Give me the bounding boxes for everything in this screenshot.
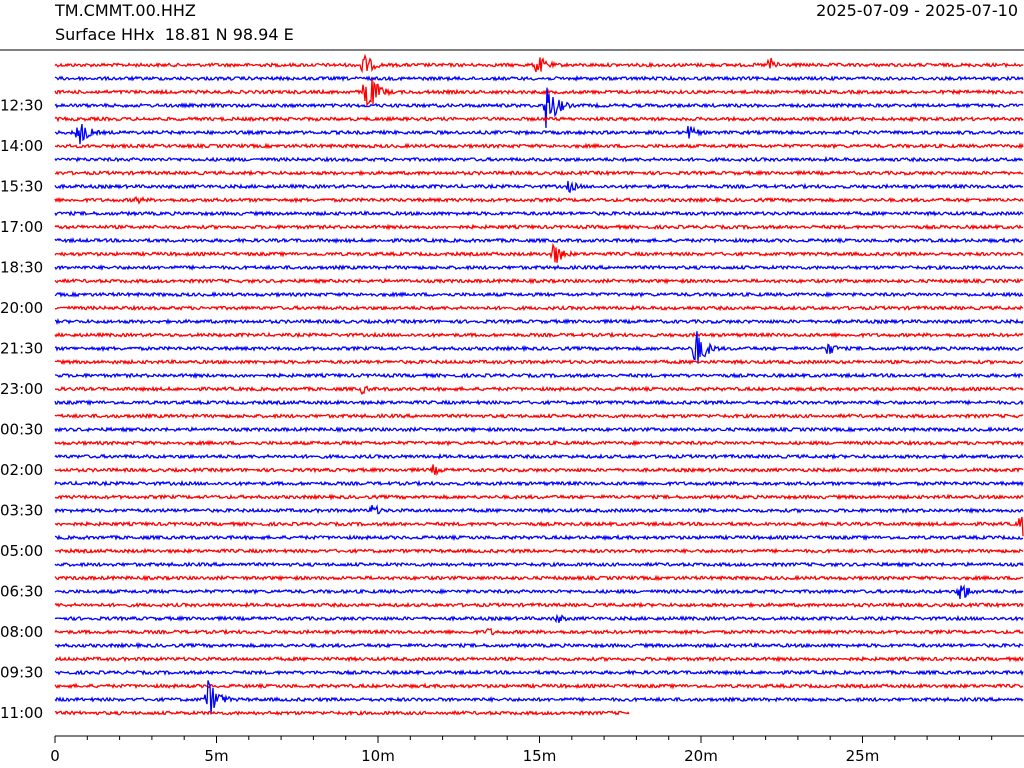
trace-row [54, 155, 1024, 163]
trace-row [54, 169, 1024, 177]
trace-row [54, 682, 1024, 690]
trace-row [54, 304, 1024, 312]
trace-row [54, 493, 1024, 501]
y-tick-label: 05:00 [0, 542, 43, 560]
trace-row [54, 680, 1024, 715]
date-range: 2025-07-09 - 2025-07-10 [816, 1, 1018, 20]
station-id: TM.CMMT.00.HHZ [55, 1, 196, 20]
trace-row [54, 75, 1024, 82]
x-tick-label: 25m [846, 747, 880, 765]
trace-row [54, 412, 1024, 420]
trace-row [54, 223, 1023, 231]
trace-row [54, 242, 1024, 263]
y-axis-labels: 12:30 14:00 15:30 17:00 18:30 20:00 21:30 23:00… [0, 97, 43, 723]
trace-row [54, 195, 1024, 205]
y-tick-label: 18:30 [0, 259, 43, 277]
trace-row [54, 641, 1024, 650]
x-tick-label: 0 [50, 747, 60, 765]
trace-row [54, 331, 1024, 339]
trace-row [54, 277, 1024, 285]
trace-row [54, 331, 1023, 364]
station-subtitle: Surface HHx 18.81 N 98.94 E [55, 25, 294, 44]
seismic-traces [54, 53, 1024, 717]
trace-row [54, 547, 1024, 555]
y-tick-label: 23:00 [0, 380, 43, 398]
trace-row [54, 264, 1024, 271]
trace-row [54, 613, 1024, 624]
trace-row [54, 516, 1024, 537]
trace-row [54, 237, 1024, 245]
trace-row [54, 180, 1024, 194]
y-tick-label: 20:00 [0, 299, 43, 317]
x-tick-label: 15m [523, 747, 557, 765]
y-tick-label: 12:30 [0, 97, 43, 115]
y-tick-label: 03:30 [0, 502, 43, 520]
trace-row [54, 601, 1024, 609]
trace-row [55, 655, 1024, 663]
trace-row [54, 439, 1024, 447]
trace-row [54, 210, 1024, 217]
y-tick-label: 02:00 [0, 461, 43, 479]
trace-row [54, 479, 1024, 488]
trace-row [54, 142, 1024, 150]
trace-row [54, 574, 1024, 582]
x-tick-label: 5m [204, 747, 228, 765]
y-tick-label: 17:00 [0, 218, 43, 236]
trace-row [54, 371, 1024, 380]
trace-row [54, 709, 630, 717]
trace-row [54, 452, 1024, 461]
y-tick-label: 08:00 [0, 623, 43, 641]
trace-row [54, 87, 1024, 129]
y-tick-label: 14:00 [0, 137, 43, 155]
trace-row [54, 123, 1024, 145]
trace-row [54, 464, 1024, 477]
x-axis: 0 5m 10m 15m 20m 25m [50, 735, 1024, 765]
trace-row [54, 53, 1024, 74]
trace-row [54, 115, 1024, 123]
trace-row [54, 317, 1024, 326]
trace-row [54, 669, 1024, 677]
y-tick-label: 00:30 [0, 421, 43, 439]
trace-row [54, 561, 1024, 568]
trace-row [54, 534, 1024, 542]
x-tick-label: 10m [361, 747, 395, 765]
y-tick-label: 21:30 [0, 340, 43, 358]
trace-row [54, 385, 1024, 396]
trace-row [54, 425, 1024, 434]
trace-row [54, 399, 1024, 407]
trace-row [54, 504, 1024, 515]
trace-row [54, 627, 1024, 636]
y-tick-label: 15:30 [0, 178, 43, 196]
x-tick-label: 20m [684, 747, 718, 765]
y-tick-label: 06:30 [0, 583, 43, 601]
trace-row [54, 358, 1024, 366]
trace-row [54, 290, 1024, 298]
trace-row [54, 78, 1024, 108]
y-tick-label: 09:30 [0, 664, 43, 682]
y-tick-label: 11:00 [0, 704, 43, 722]
trace-row [54, 584, 1024, 600]
